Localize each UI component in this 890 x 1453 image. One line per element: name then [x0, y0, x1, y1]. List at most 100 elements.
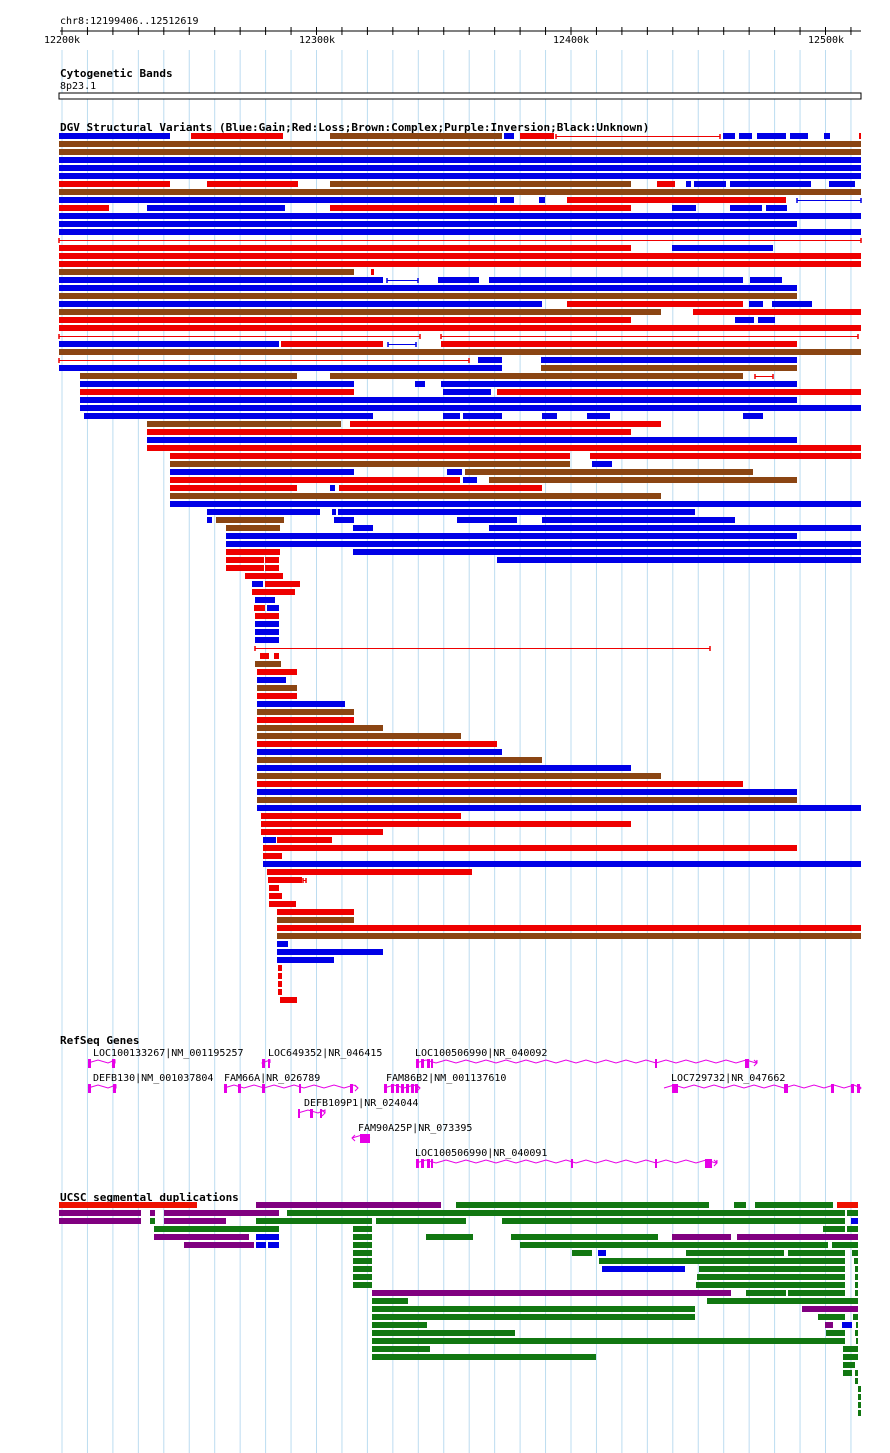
segdup-feature: [372, 1330, 515, 1336]
variant-complex: [277, 917, 354, 923]
variant-loss: [520, 133, 554, 139]
segdup-feature: [353, 1242, 372, 1248]
gene-label[interactable]: LOC100133267|NM_001195257: [93, 1048, 244, 1059]
variant-loss: [278, 989, 282, 995]
gene-strand-arrow: [753, 1059, 758, 1067]
variant-loss: [59, 181, 170, 187]
segdup-feature: [843, 1370, 852, 1376]
gene-strand-arrow: [416, 1084, 421, 1092]
variant-gain: [766, 205, 787, 211]
variant-gain: [170, 501, 861, 507]
cytoband-label: 8p23.1: [60, 81, 96, 92]
segdup-feature: [842, 1322, 852, 1328]
gene-exon: [113, 1084, 116, 1093]
segdup-feature: [737, 1234, 858, 1240]
variant-loss: [280, 997, 297, 1003]
variant-loss: [261, 813, 461, 819]
gene-strand-arrow: [351, 1134, 356, 1142]
variant-loss: [281, 341, 383, 347]
segdup-feature: [426, 1234, 473, 1240]
segdup-feature: [372, 1290, 731, 1296]
segdup-feature: [856, 1322, 858, 1328]
segdup-feature: [164, 1218, 226, 1224]
gene-exon: [427, 1059, 430, 1068]
gene-exon: [360, 1134, 370, 1143]
segdup-feature: [353, 1226, 372, 1232]
segdup-feature: [699, 1266, 845, 1272]
variant-loss: [330, 205, 631, 211]
gene-label[interactable]: FAM90A25P|NR_073395: [358, 1123, 472, 1134]
variant-gain: [504, 133, 514, 139]
gene-label[interactable]: DEFB109P1|NR_024044: [304, 1098, 418, 1109]
segdup-feature: [372, 1346, 430, 1352]
variant-gain: [255, 597, 275, 603]
gene-label[interactable]: LOC649352|NR_046415: [268, 1048, 382, 1059]
variant-gain: [772, 301, 812, 307]
segdup-feature: [855, 1290, 858, 1296]
variant-loss: [265, 557, 279, 563]
variant-loss: [263, 853, 282, 859]
variant-loss: [59, 245, 631, 251]
cytoband-bar[interactable]: [58, 92, 862, 100]
variant-gain: [723, 133, 735, 139]
variant-loss: [252, 589, 295, 595]
gene-label[interactable]: FAM66A|NR_026789: [224, 1073, 320, 1084]
variant-loss: [59, 325, 861, 331]
variant-gain: [463, 413, 502, 419]
gene-label[interactable]: DEFB130|NM_001037804: [93, 1073, 213, 1084]
gene-exon: [416, 1059, 419, 1068]
variant-gain: [500, 197, 514, 203]
gene-strand-arrow: [261, 1059, 266, 1067]
variant-loss: [260, 653, 269, 659]
refseq-track-title[interactable]: RefSeq Genes: [60, 1034, 139, 1047]
segdup-feature: [353, 1250, 372, 1256]
gene-exon: [224, 1084, 227, 1093]
segdup-feature: [847, 1226, 858, 1232]
variant-gain: [226, 533, 797, 539]
cytoband-track-title[interactable]: Cytogenetic Bands: [60, 67, 173, 80]
segdup-feature: [287, 1210, 845, 1216]
gene-label[interactable]: FAM86B2|NM_001137610: [386, 1073, 506, 1084]
variant-gain: [147, 437, 797, 443]
segdup-track-title[interactable]: UCSC segmental duplications: [60, 1191, 239, 1204]
segdup-feature: [154, 1226, 279, 1232]
gene-exon: [299, 1084, 301, 1093]
variant-gain: [739, 133, 752, 139]
segdup-feature: [837, 1202, 858, 1208]
segdup-feature: [520, 1242, 828, 1248]
segdup-feature: [372, 1298, 408, 1304]
variant-loss: [339, 485, 542, 491]
gene-label[interactable]: LOC100506990|NR_040091: [415, 1148, 547, 1159]
variant-loss: [257, 781, 743, 787]
variant-gain: [824, 133, 830, 139]
gene-label[interactable]: LOC729732|NR_047662: [671, 1073, 785, 1084]
variant-loss: [567, 301, 743, 307]
variant-loss: [497, 389, 861, 395]
gene-label[interactable]: LOC100506990|NR_040092: [415, 1048, 547, 1059]
gene-exon: [396, 1084, 399, 1093]
segdup-features: [59, 1202, 861, 1416]
variant-gain: [542, 517, 735, 523]
segdup-feature: [858, 1402, 861, 1408]
variant-complex: [80, 373, 297, 379]
variant-gain: [277, 941, 288, 947]
position-label: chr8:12199406..12512619: [60, 16, 198, 27]
variant-loss: [261, 829, 383, 835]
variant-complex: [59, 349, 861, 355]
variant-gain: [207, 517, 212, 523]
variant-gain: [443, 413, 460, 419]
variant-loss: [350, 421, 661, 427]
gene-intron: [297, 1109, 326, 1114]
variant-loss: [226, 557, 264, 563]
variant-complex: [330, 181, 631, 187]
gene-exon: [112, 1059, 115, 1068]
segdup-feature: [855, 1274, 858, 1280]
variant-complex: [257, 797, 797, 803]
variant-gain: [735, 317, 754, 323]
dgv-track-title[interactable]: DGV Structural Variants (Blue:Gain;Red:L…: [60, 121, 649, 134]
gene-intron: [415, 1059, 758, 1064]
segdup-feature: [184, 1242, 254, 1248]
variant-loss: [278, 965, 282, 971]
gene-exon: [857, 1084, 860, 1093]
